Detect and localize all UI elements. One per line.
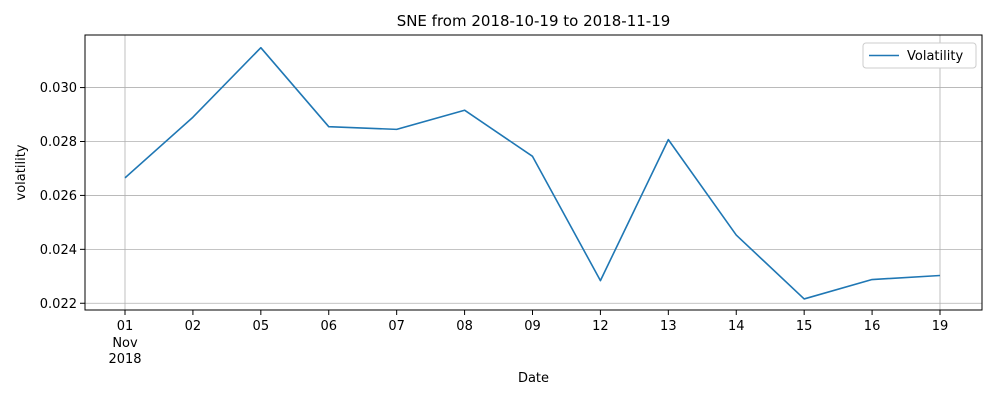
x-tick-sublabel: Nov — [112, 336, 138, 351]
x-tick-label: 14 — [728, 319, 745, 334]
x-tick-label: 02 — [185, 319, 202, 334]
y-tick-label: 0.022 — [40, 297, 77, 312]
x-tick-label: 05 — [253, 319, 270, 334]
ticks: 0.022 0.024 0.026 0.028 0.030 01 02 05 06 07 08 09 1… — [40, 81, 948, 367]
x-tick-label: 12 — [592, 319, 609, 334]
y-tick-label: 0.024 — [40, 243, 77, 258]
x-tick-label: 09 — [524, 319, 541, 334]
chart-title: SNE from 2018-10-19 to 2018-11-19 — [397, 12, 671, 30]
x-tick-label: 08 — [456, 319, 473, 334]
y-axis-label: volatility — [14, 144, 29, 200]
x-tick-label: 15 — [796, 319, 813, 334]
plot-frame — [84, 34, 983, 311]
x-tick-label: 16 — [864, 319, 881, 334]
x-tick-label: 19 — [932, 319, 949, 334]
x-tick-label: 01 — [117, 319, 134, 334]
grid — [85, 35, 982, 310]
legend-label-volatility: Volatility — [907, 49, 963, 64]
legend: Volatility — [862, 42, 977, 69]
x-tick-label: 13 — [660, 319, 677, 334]
series-layer — [124, 46, 941, 300]
y-tick-label: 0.028 — [40, 135, 77, 150]
x-tick-label: 07 — [388, 319, 405, 334]
y-tick-label: 0.026 — [40, 189, 77, 204]
y-tick-label: 0.030 — [40, 81, 77, 96]
x-tick-label: 06 — [320, 319, 337, 334]
x-tick-sublabel: 2018 — [108, 352, 141, 367]
legend-box — [862, 42, 977, 69]
x-axis-label: Date — [518, 371, 549, 386]
